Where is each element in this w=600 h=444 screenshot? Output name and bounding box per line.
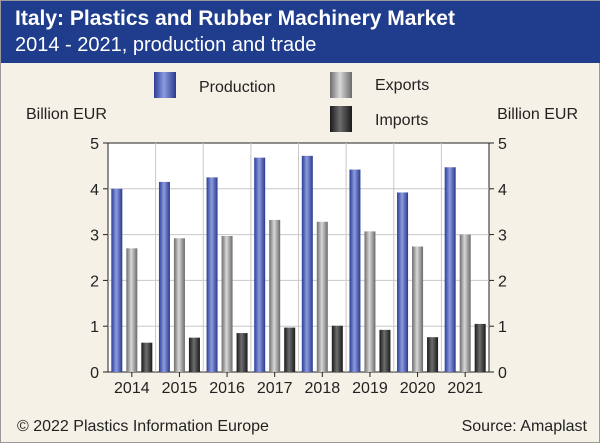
legend-swatch-production [154,72,176,98]
y-tick-label-right: 2 [498,273,507,290]
y-tick-label-right: 4 [498,182,507,199]
bar-production [206,177,218,372]
bar-chart: Production Exports Imports Billion EUR Bil… [26,72,578,397]
bars [111,155,486,372]
bar-production [301,155,313,372]
legend-swatch-imports [330,106,352,132]
chart-header: Italy: Plastics and Rubber Machinery Mar… [1,1,600,63]
y-axis-label-right: Billion EUR [497,106,578,123]
y-tick-label-left: 0 [90,365,99,382]
copyright-text: © 2022 Plastics Information Europe [17,418,269,435]
legend-label-exports: Exports [375,77,429,94]
bar-imports [427,337,439,372]
y-tick-label-right: 0 [498,365,507,382]
legend-label-imports: Imports [375,112,428,129]
bar-imports [331,325,343,372]
bar-exports [316,221,328,372]
bar-production [254,157,266,372]
bar-imports [141,342,153,372]
bar-exports [364,231,376,372]
chart-title: Italy: Plastics and Rubber Machinery Mar… [15,7,455,30]
bar-imports [284,327,296,372]
legend-label-production: Production [199,79,276,96]
chart-footer: © 2022 Plastics Information Europe Sourc… [1,406,600,444]
bar-imports [379,329,391,372]
bar-imports [188,337,200,372]
bar-production [444,167,456,372]
y-tick-label-right: 1 [498,319,507,336]
x-tick-label: 2018 [305,380,341,397]
gridlines [108,143,489,372]
y-tick-label-left: 5 [90,136,99,153]
x-tick-label: 2020 [400,380,436,397]
y-tick-label-right: 3 [498,228,507,245]
y-tick-label-left: 3 [90,228,99,245]
x-tick-label: 2014 [114,380,150,397]
bar-imports [474,323,486,372]
bar-exports [412,246,424,372]
x-tick-label: 2019 [352,380,388,397]
axes: 0 0 1 1 2 2 3 3 4 4 5 5 2014 2015 2016 2017 2018 2019 2020… [90,136,507,397]
x-tick-label: 2021 [447,380,483,397]
chart-subtitle: 2014 - 2021, production and trade [15,34,317,56]
x-tick-label: 2015 [162,380,198,397]
bar-production [111,188,123,372]
y-tick-label-left: 4 [90,182,99,199]
bar-exports [221,235,233,372]
y-tick-label-left: 1 [90,319,99,336]
y-tick-label-left: 2 [90,273,99,290]
bar-production [158,181,170,372]
bar-production [397,192,409,372]
y-tick-label-right: 5 [498,136,507,153]
chart-legend: Production Exports Imports [154,72,429,132]
x-tick-label: 2016 [209,380,245,397]
bar-imports [236,333,248,372]
bar-exports [269,219,281,372]
y-axis-label-left: Billion EUR [26,106,107,123]
legend-swatch-exports [330,72,352,98]
bar-exports [459,234,471,372]
bar-exports [173,238,185,372]
source-text: Source: Amaplast [461,418,587,435]
bar-exports [126,248,138,372]
bar-production [349,169,361,372]
x-tick-label: 2017 [257,380,293,397]
